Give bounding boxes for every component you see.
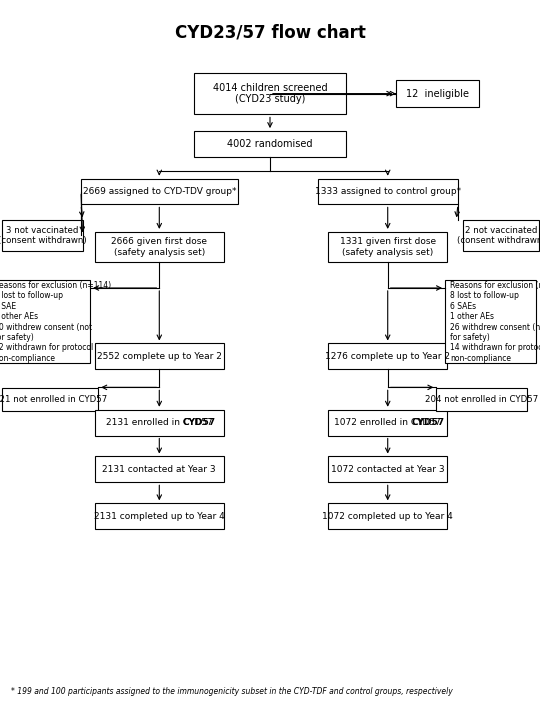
Text: 3 not vaccinated
(consent withdrawn): 3 not vaccinated (consent withdrawn) [0,226,86,245]
Text: Reasons for exclusion (n=55)
8 lost to follow-up
6 SAEs
1 other AEs
26 withdrew : Reasons for exclusion (n=55) 8 lost to f… [450,281,540,363]
Bar [94,410,224,436]
Bar [436,388,527,411]
Text: 4014 children screened
(CYD23 study): 4014 children screened (CYD23 study) [213,83,327,104]
Text: 2669 assigned to CYD-TDV group*: 2669 assigned to CYD-TDV group* [83,187,236,196]
Text: 1072 completed up to Year 4: 1072 completed up to Year 4 [322,512,453,521]
Text: 2131 enrolled in CYD57: 2131 enrolled in CYD57 [106,418,213,427]
Bar [0,280,90,363]
Text: 2666 given first dose
(safety analysis set): 2666 given first dose (safety analysis s… [111,238,207,256]
Text: Reasons for exclusion (n=114)
6 lost to follow-up
0 SAE
6 other AEs
70 withdrew : Reasons for exclusion (n=114) 6 lost to … [0,281,111,363]
Bar [194,73,346,114]
Text: 1331 given first dose
(safety analysis set): 1331 given first dose (safety analysis s… [340,238,436,256]
Bar [328,232,447,262]
Bar [328,343,447,369]
Text: 1072 contacted at Year 3: 1072 contacted at Year 3 [331,465,444,474]
Text: 2 not vaccinated
(consent withdrawn): 2 not vaccinated (consent withdrawn) [457,226,540,245]
Bar [94,503,224,529]
Bar [94,343,224,369]
Text: 1276 complete up to Year 2: 1276 complete up to Year 2 [325,352,450,361]
Text: 2131 contacted at Year 3: 2131 contacted at Year 3 [103,465,216,474]
Text: 204 not enrolled in CYD57: 204 not enrolled in CYD57 [425,395,538,404]
Text: 1333 assigned to control group*: 1333 assigned to control group* [315,187,461,196]
Text: 2131 completed up to Year 4: 2131 completed up to Year 4 [94,512,225,521]
Bar [328,410,447,436]
Bar [94,456,224,482]
Text: CYD57: CYD57 [183,418,216,427]
Bar [318,179,458,204]
Bar [194,131,346,157]
Bar [445,280,536,363]
Bar [395,80,480,107]
Text: 421 not enrolled in CYD57: 421 not enrolled in CYD57 [0,395,107,404]
Text: 1072 enrolled in CYD57: 1072 enrolled in CYD57 [334,418,441,427]
Text: 4002 randomised: 4002 randomised [227,139,313,149]
Text: 12  ineligible: 12 ineligible [406,89,469,99]
Text: CYD23/57 flow chart: CYD23/57 flow chart [174,23,366,41]
Text: 2552 complete up to Year 2: 2552 complete up to Year 2 [97,352,222,361]
Bar [94,232,224,262]
Bar [2,220,83,251]
Bar [463,220,539,251]
Text: CYD57: CYD57 [411,418,444,427]
Bar [328,503,447,529]
Bar [81,179,238,204]
Text: * 199 and 100 participants assigned to the immunogenicity subset in the CYD-TDF : * 199 and 100 participants assigned to t… [11,687,453,696]
Bar [2,388,98,411]
Bar [328,456,447,482]
